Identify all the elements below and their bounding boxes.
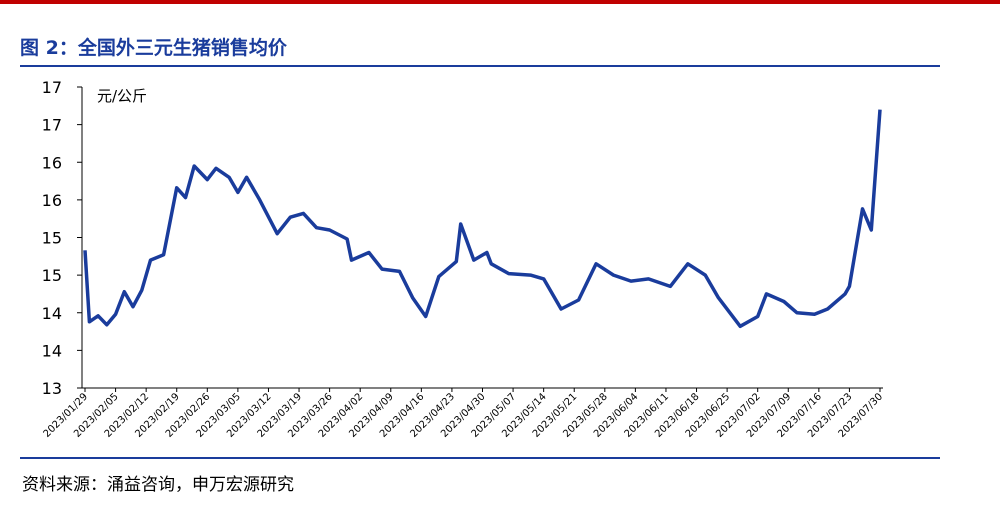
y-tick-label: 15	[42, 266, 62, 285]
y-tick-label: 16	[42, 191, 62, 210]
y-unit: 元/公斤	[97, 87, 147, 105]
y-tick-label: 14	[42, 341, 62, 360]
series-line	[83, 109, 882, 329]
y-tick-label: 17	[42, 78, 62, 97]
y-tick-label: 13	[42, 379, 62, 398]
title-rule	[20, 65, 940, 67]
y-tick-label: 14	[42, 304, 62, 323]
y-tick-label: 17	[42, 116, 62, 135]
chart-title: 图 2：全国外三元生猪销售均价	[20, 36, 288, 59]
y-tick-label: 15	[42, 229, 62, 248]
y-tick-label: 16	[42, 153, 62, 172]
source: 资料来源：涌益咨询，申万宏源研究	[22, 475, 294, 495]
top-rule	[0, 0, 1000, 4]
source-rule	[20, 457, 940, 459]
